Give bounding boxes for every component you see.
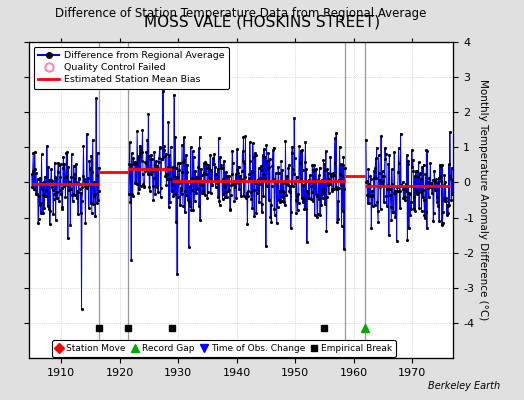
Text: MOSS VALE (HOSKINS STREET): MOSS VALE (HOSKINS STREET) xyxy=(144,15,380,30)
Text: Berkeley Earth: Berkeley Earth xyxy=(428,381,500,391)
Legend: Station Move, Record Gap, Time of Obs. Change, Empirical Break: Station Move, Record Gap, Time of Obs. C… xyxy=(52,340,396,357)
Title: Difference of Station Temperature Data from Regional Average: Difference of Station Temperature Data f… xyxy=(56,7,427,20)
Y-axis label: Monthly Temperature Anomaly Difference (°C): Monthly Temperature Anomaly Difference (… xyxy=(478,79,488,321)
